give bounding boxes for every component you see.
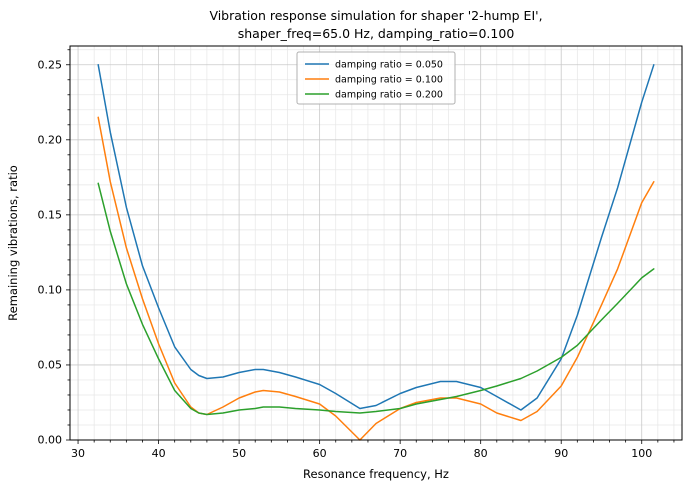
x-tick-label: 90 — [554, 447, 568, 460]
series-line-1 — [97, 116, 655, 441]
y-tick-label: 0.00 — [38, 434, 63, 447]
y-tick-label: 0.25 — [38, 58, 63, 71]
minor-grid — [70, 46, 682, 440]
x-tick-label: 50 — [232, 447, 246, 460]
chart-title-line1: Vibration response simulation for shaper… — [209, 8, 542, 23]
x-axis-label: Resonance frequency, Hz — [303, 467, 449, 481]
legend-label: damping ratio = 0.100 — [335, 75, 443, 86]
y-tick-label: 0.10 — [38, 283, 63, 296]
axis-ticks — [66, 49, 675, 444]
series-line-2 — [97, 182, 655, 416]
series-line-0 — [97, 64, 655, 411]
x-tick-label: 100 — [631, 447, 652, 460]
series-lines — [97, 64, 655, 441]
axes-frame — [69, 45, 683, 441]
chart-title-line2: shaper_freq=65.0 Hz, damping_ratio=0.100 — [238, 26, 515, 41]
legend-box — [296, 51, 456, 105]
x-tick-label: 80 — [474, 447, 488, 460]
y-tick-label: 0.05 — [38, 358, 63, 371]
x-tick-label: 70 — [393, 447, 407, 460]
y-axis-label: Remaining vibrations, ratio — [6, 165, 20, 321]
tick-labels: 30 40 50 60 70 80 90 100 0.00 0.05 0.10 0.15 0.20 0.2… — [38, 58, 653, 460]
x-tick-label: 40 — [152, 447, 166, 460]
y-tick-label: 0.15 — [38, 208, 63, 221]
legend: damping ratio = 0.050 damping ratio = 0.1… — [296, 51, 456, 105]
legend-label: damping ratio = 0.050 — [335, 60, 443, 71]
y-tick-label: 0.20 — [38, 133, 63, 146]
x-tick-label: 60 — [313, 447, 327, 460]
x-tick-label: 30 — [71, 447, 85, 460]
major-grid — [70, 46, 682, 441]
legend-label: damping ratio = 0.200 — [335, 90, 443, 101]
